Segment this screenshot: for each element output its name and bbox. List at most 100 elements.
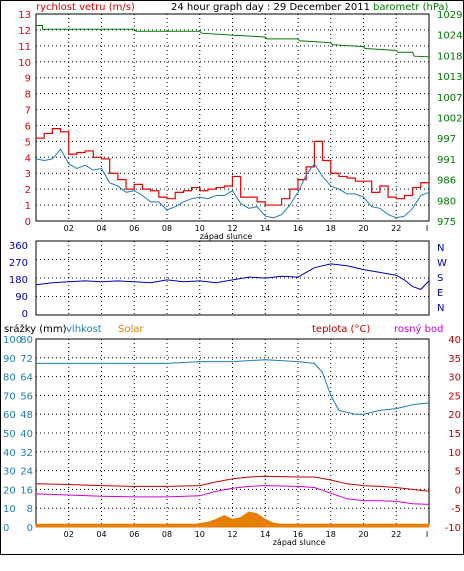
rain-tick-label: 40 [3, 448, 16, 459]
rain-tick-label: 30 [3, 467, 16, 478]
humidity-tick-label: 0 [27, 523, 33, 534]
humidity-tick-label: 56 [20, 391, 33, 402]
y-left-tick-label: 11 [18, 42, 31, 53]
y-left-tick-label: 3 [25, 169, 31, 180]
rain-tick-label: 70 [3, 391, 16, 402]
y-left-tick-label: 1 [25, 201, 31, 212]
panel2-grid [36, 241, 429, 315]
humidity-tick-label: 64 [20, 373, 33, 384]
y-right-tick-label: 1024 [437, 31, 462, 42]
panel1-ticks: 0123456789101112139759809869919971002100… [18, 10, 462, 233]
panel1-series [35, 25, 430, 219]
x-tick-label: 08 [162, 530, 172, 539]
y-left-tick-label: 9 [25, 74, 31, 85]
temperature-tick-label: -10 [445, 523, 461, 534]
x-tick-label: 20 [358, 224, 368, 233]
direction-tick-label: 0 [22, 309, 28, 320]
rain-tick-label: 50 [3, 429, 16, 440]
barometer-label: barometr (hPa) [373, 2, 449, 13]
compass-label: S [437, 273, 443, 284]
rain-label: srážky (mm) [4, 323, 67, 335]
x-tick-label: 18 [326, 530, 336, 539]
temperature-tick-label: 5 [455, 467, 461, 478]
humidity-tick-label: 8 [27, 504, 33, 515]
temperature-tick-label: 30 [448, 373, 461, 384]
y-left-tick-label: 8 [25, 90, 31, 101]
y-left-tick-label: 7 [25, 106, 31, 117]
x-tick-label: 12 [227, 530, 237, 539]
y-left-tick-label: 4 [25, 153, 31, 164]
x-tick-label: I [426, 224, 428, 233]
y-left-tick-label: 5 [25, 137, 31, 148]
compass-label: E [437, 288, 443, 299]
y-right-tick-label: 1013 [437, 72, 462, 83]
y-left-tick-label: 10 [18, 58, 31, 69]
barometer-line [36, 25, 430, 58]
x-tick-label: 16 [293, 224, 303, 233]
x-tick-label: 12 [227, 224, 237, 233]
x-tick-label: 22 [391, 530, 401, 539]
y-right-tick-label: 975 [437, 217, 456, 228]
y-left-tick-label: 0 [25, 217, 31, 228]
panel3-ticks: 0 10 20 30 40 5 06 0 70 80 90 100 08 16 24 32 40 48 56 64 72… [3, 335, 461, 539]
temperature-tick-label: 20 [448, 410, 461, 421]
y-right-tick-label: 997 [437, 134, 456, 145]
y-left-tick-label: 2 [25, 185, 31, 196]
y-right-tick-label: 1007 [437, 93, 462, 104]
y-right-tick-label: 980 [437, 196, 456, 207]
humidity-line [36, 359, 430, 415]
x-tick-label: 10 [195, 224, 205, 233]
x-tick-label: 10 [195, 530, 205, 539]
wind-direction-line [35, 263, 430, 290]
compass-label: N [437, 243, 444, 254]
y-left-tick-label: 13 [18, 10, 31, 21]
rain-tick-label: 10 [3, 504, 16, 515]
x-tick-label: 02 [64, 530, 74, 539]
x-tick-label: 22 [391, 224, 401, 233]
temperature-tick-label: 15 [448, 429, 461, 440]
panel2-series [35, 263, 430, 290]
solar-label: Solar [118, 324, 144, 335]
x-tick-label: 16 [293, 530, 303, 539]
x-tick-label: 14 [260, 224, 270, 233]
x-tick-label: 06 [129, 224, 139, 233]
x-tick-label: 04 [96, 530, 106, 539]
compass-label: N [437, 303, 444, 314]
dewpoint-line [35, 485, 430, 505]
humidity-tick-label: 72 [20, 354, 33, 365]
x-tick-label: 14 [260, 530, 270, 539]
panel1-grid [36, 14, 429, 221]
sunset-label-3: západ slunce [273, 538, 326, 547]
temperature-tick-label: 40 [448, 335, 461, 346]
solar-area [35, 511, 430, 528]
humidity-tick-label: 48 [20, 410, 33, 421]
temperature-tick-label: 10 [448, 448, 461, 459]
direction-tick-label: 360 [9, 241, 28, 252]
temperature-tick-label: -5 [451, 504, 461, 515]
y-left-tick-label: 6 [25, 121, 31, 132]
y-right-tick-label: 991 [437, 155, 456, 166]
panel1-frame [35, 13, 430, 222]
humidity-tick-label: 24 [20, 467, 33, 478]
temperature-tick-label: 25 [448, 391, 461, 402]
chart-title: 24 hour graph day : 29 December 2011 [171, 2, 370, 13]
rain-tick-label: 90 [3, 354, 16, 365]
temperature-line [35, 475, 430, 492]
humidity-tick-label: 32 [20, 448, 33, 459]
sunset-label-1: západ slunce [200, 232, 253, 241]
rain-tick-label: 100 [3, 335, 22, 346]
x-tick-label: 06 [129, 530, 139, 539]
x-tick-label: 04 [96, 224, 106, 233]
y-left-tick-label: 12 [18, 26, 31, 37]
wind-speed-label: rychlost vetru (m/s) [36, 2, 135, 13]
humidity-tick-label: 16 [20, 485, 33, 496]
panel3-grid [36, 339, 429, 527]
humidity-tick-label: 40 [20, 429, 33, 440]
humidity-tick-label: 80 [20, 335, 33, 346]
x-tick-label: 02 [64, 224, 74, 233]
panel3-series [35, 359, 430, 528]
x-tick-label: 20 [358, 530, 368, 539]
temperature-tick-label: 35 [448, 354, 461, 365]
rain-tick-label: 0 [3, 523, 9, 534]
